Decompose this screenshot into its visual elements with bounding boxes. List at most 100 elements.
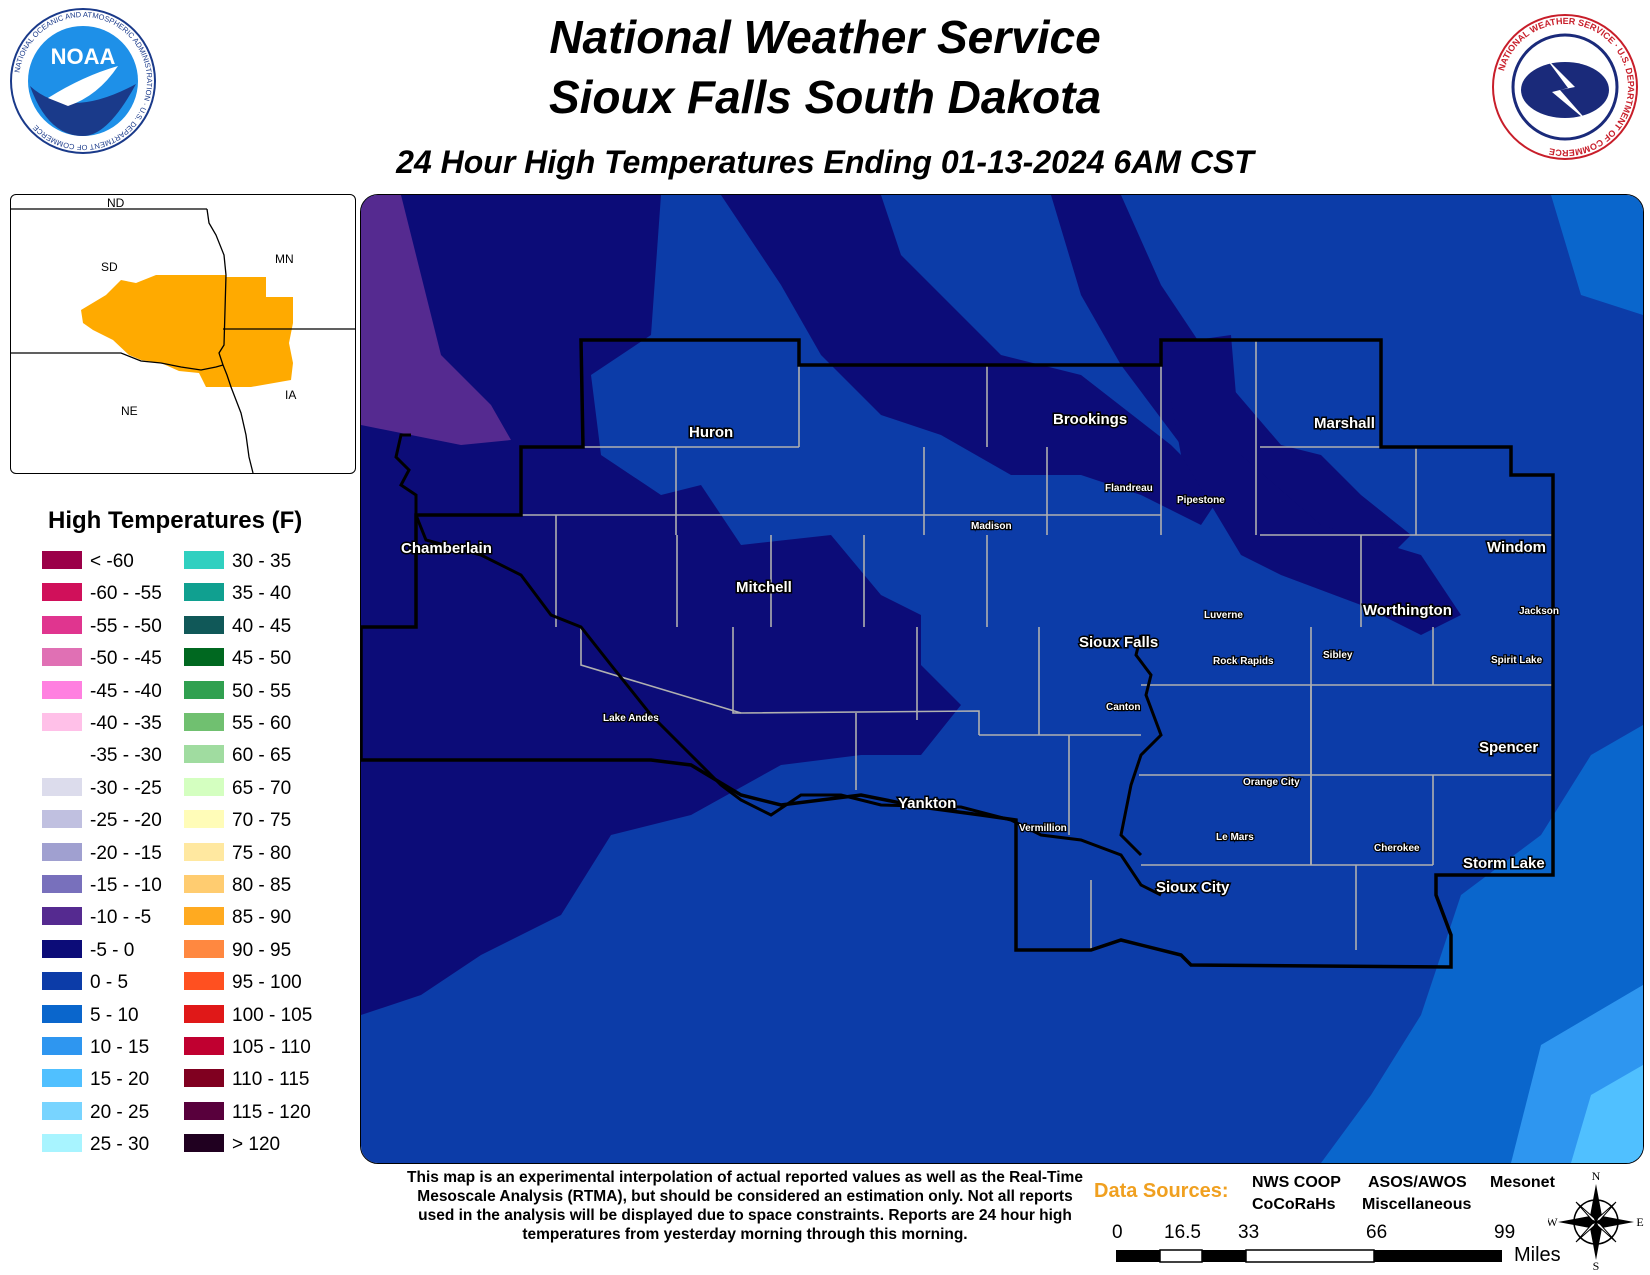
city-label-worthington: Worthington: [1363, 602, 1452, 619]
city-label-luverne: Luverne: [1204, 610, 1243, 621]
legend-label: -20 - -15: [90, 842, 162, 864]
legend-label: -50 - -45: [90, 648, 162, 670]
scale-tick-66: 66: [1366, 1222, 1388, 1243]
disclaimer-text: This map is an experimental interpolatio…: [407, 1169, 1083, 1243]
legend-label: > 120: [232, 1134, 281, 1156]
legend-swatch: [184, 745, 224, 764]
city-label-vermillion: Vermillion: [1019, 823, 1067, 834]
city-label-flandreau: Flandreau: [1105, 483, 1153, 494]
legend-label: 90 - 95: [232, 939, 292, 961]
legend-swatch: [184, 1101, 224, 1120]
legend-swatch: [42, 583, 82, 602]
legend-swatch: [42, 1134, 82, 1153]
city-label-windom: Windom: [1487, 539, 1546, 556]
legend-swatch: [184, 648, 224, 667]
legend-label: 45 - 50: [232, 648, 292, 670]
legend-label: -5 - 0: [90, 939, 135, 961]
source-miscellaneous: Miscellaneous: [1362, 1196, 1472, 1213]
city-label-spirit-lake: Spirit Lake: [1491, 655, 1543, 666]
legend-label: -35 - -30: [90, 745, 162, 767]
legend-label: 10 - 15: [90, 1037, 150, 1058]
legend-swatch: [184, 1004, 224, 1023]
source-asos-awos: ASOS/AWOS: [1368, 1174, 1467, 1191]
legend-swatch: [42, 842, 82, 861]
state-label-sd: SD: [101, 260, 118, 274]
legend-label: 55 - 60: [232, 713, 292, 734]
legend-swatch: [42, 907, 82, 926]
legend-label: 105 - 110: [232, 1037, 311, 1058]
city-label-yankton: Yankton: [898, 795, 956, 812]
compass-n: N: [1592, 1170, 1601, 1183]
legend-swatch: [184, 615, 224, 634]
compass-s: S: [1593, 1259, 1600, 1270]
legend-title: High Temperatures (F): [48, 507, 303, 534]
legend-label: < -60: [90, 551, 134, 572]
temperature-map: Huron Brookings Marshall Flandreau Pipestone…: [360, 194, 1644, 1164]
legend-swatch: [42, 551, 82, 569]
city-label-canton: Canton: [1106, 702, 1140, 713]
city-label-rock-rapids: Rock Rapids: [1213, 656, 1274, 667]
legend-label: 5 - 10: [90, 1004, 139, 1026]
legend-swatch: [184, 583, 224, 602]
legend-swatch: [184, 939, 224, 958]
city-label-cherokee: Cherokee: [1374, 843, 1420, 854]
nws-logo: NATIONAL WEATHER SERVICE · U.S. DEPARTME…: [1492, 14, 1638, 160]
city-label-le-mars: Le Mars: [1216, 832, 1254, 843]
legend-swatch: [42, 939, 82, 958]
city-label-huron: Huron: [689, 424, 733, 441]
legend-swatch: [184, 875, 224, 893]
legend-label: -55 - -50: [90, 615, 162, 637]
source-nws-coop: NWS COOP: [1252, 1174, 1341, 1191]
city-label-orange-city: Orange City: [1243, 777, 1300, 788]
scale-tick-0: 0: [1112, 1222, 1123, 1243]
legend-label: 35 - 40: [232, 583, 292, 605]
legend-label: 50 - 55: [232, 680, 292, 702]
legend-swatch: [184, 551, 224, 569]
state-label-nd: ND: [107, 196, 125, 210]
map-canvas: Huron Brookings Marshall Flandreau Pipestone…: [361, 195, 1643, 1163]
city-label-sibley: Sibley: [1323, 650, 1353, 661]
city-label-brookings: Brookings: [1053, 411, 1127, 428]
legend-swatch: [42, 615, 82, 634]
legend-swatch: [184, 842, 224, 861]
city-label-marshall: Marshall: [1314, 415, 1375, 432]
page-title: National Weather Service: [549, 11, 1101, 63]
legend-label: 65 - 70: [232, 777, 292, 799]
legend-swatch: [42, 1101, 82, 1120]
legend-swatch: [42, 745, 82, 764]
legend-label: 30 - 35: [232, 551, 292, 572]
city-label-lake-andes: Lake Andes: [603, 713, 659, 724]
legend-label: 0 - 5: [90, 972, 129, 994]
source-cocorahs: CoCoRaHs: [1252, 1196, 1336, 1213]
legend-swatch: [42, 1069, 82, 1088]
city-label-pipestone: Pipestone: [1177, 495, 1225, 506]
legend-label: 95 - 100: [232, 972, 302, 994]
legend-swatch: [184, 680, 224, 699]
legend-label: 85 - 90: [232, 907, 292, 929]
legend-label: -10 - -5: [90, 907, 152, 929]
compass-w: W: [1548, 1215, 1558, 1229]
scale-tick-16.5: 16.5: [1164, 1222, 1201, 1243]
legend-swatch: [184, 907, 224, 926]
legend-swatch: [42, 972, 82, 991]
city-label-chamberlain: Chamberlain: [401, 540, 492, 557]
legend-label: -40 - -35: [90, 713, 162, 734]
legend-label: 40 - 45: [232, 615, 292, 637]
legend-label: 60 - 65: [232, 745, 292, 767]
legend-swatch: [184, 1037, 224, 1055]
state-label-ia: IA: [285, 388, 296, 402]
legend-label: 110 - 115: [232, 1069, 310, 1091]
inset-locator-map: ND SD MN NE IA: [10, 194, 356, 474]
legend-swatch: [42, 777, 82, 796]
legend-label: 100 - 105: [232, 1004, 313, 1026]
compass-e: E: [1636, 1215, 1643, 1229]
scale-unit: Miles: [1514, 1244, 1561, 1266]
map-subtitle: 24 Hour High Temperatures Ending 01-13-2…: [396, 144, 1254, 180]
legend-swatch: [42, 1037, 82, 1055]
legend-label: -25 - -20: [90, 810, 162, 832]
city-label-storm-lake: Storm Lake: [1463, 855, 1545, 872]
legend-label: 75 - 80: [232, 842, 292, 864]
legend-label: -60 - -55: [90, 583, 162, 605]
state-label-ne: NE: [121, 404, 138, 418]
legend-label: -45 - -40: [90, 680, 162, 702]
